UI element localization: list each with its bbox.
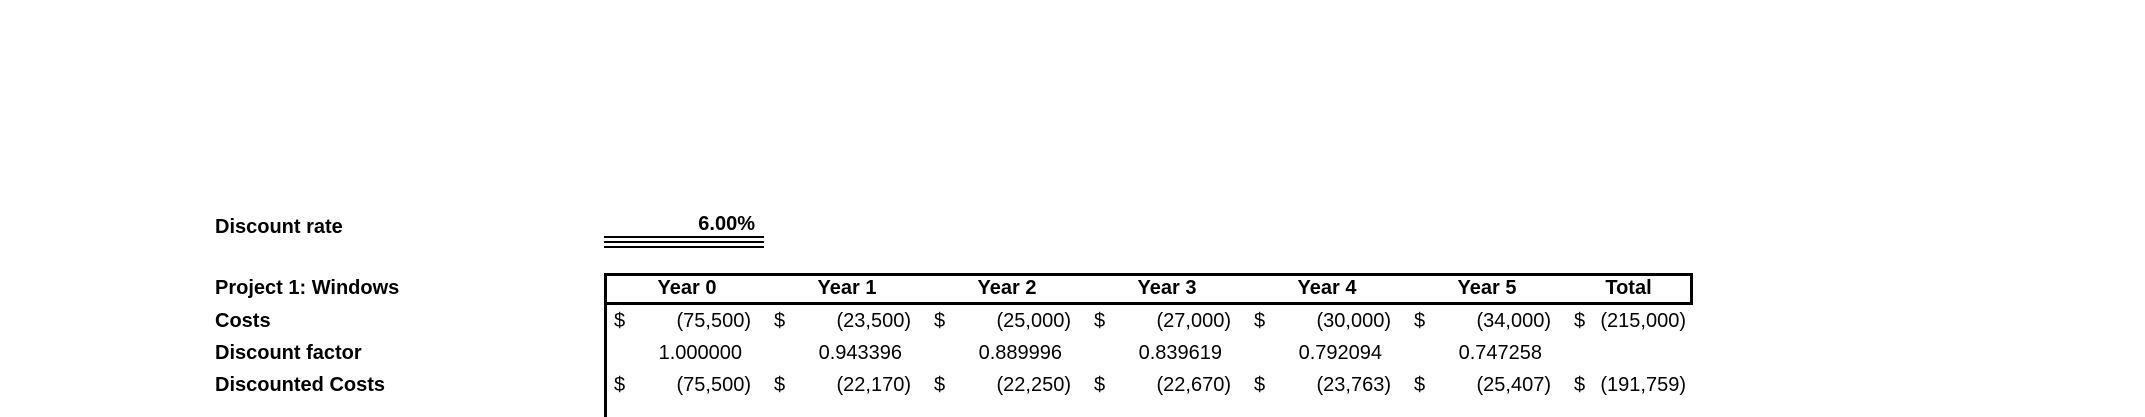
cell-value: 0.889996 bbox=[978, 341, 1062, 364]
cell-costs-year1: $ (23,500) bbox=[767, 305, 927, 337]
header-year-2: Year 2 bbox=[977, 277, 1037, 299]
cell-costs-year2: $ (25,000) bbox=[927, 305, 1087, 337]
currency-symbol: $ bbox=[1414, 373, 1426, 396]
cell-costs-year4: $ (30,000) bbox=[1247, 305, 1407, 337]
table-row-discount-factor: 1.000000 0.943396 0.889996 0.839619 0.79… bbox=[607, 337, 1693, 369]
header-total: Total bbox=[1605, 277, 1652, 299]
currency-symbol: $ bbox=[934, 373, 946, 396]
cell-dcosts-year3: $ (22,670) bbox=[1087, 369, 1247, 401]
cell-value: (23,500) bbox=[836, 309, 912, 332]
discount-rate-value-cell: 6.00% bbox=[604, 213, 764, 238]
cell-dcosts-year2: $ (22,250) bbox=[927, 369, 1087, 401]
cell-costs-total: $ (215,000) bbox=[1567, 305, 1693, 337]
cell-costs-year0: $ (75,500) bbox=[607, 305, 767, 337]
cell-factor-total bbox=[1567, 337, 1693, 369]
cell-value: (22,250) bbox=[996, 373, 1072, 396]
cell-value: (22,170) bbox=[836, 373, 912, 396]
project-title: Project 1: Windows bbox=[215, 277, 400, 299]
row-label-discount-factor: Discount factor bbox=[215, 342, 362, 364]
row-label-costs: Costs bbox=[215, 310, 271, 332]
currency-symbol: $ bbox=[1414, 309, 1426, 332]
table-header-row: Year 0 Year 1 Year 2 Year 3 Year 4 Year … bbox=[604, 273, 1693, 305]
currency-symbol: $ bbox=[1574, 373, 1586, 396]
cell-value: (34,000) bbox=[1476, 309, 1552, 332]
cell-value: 1.000000 bbox=[658, 341, 742, 364]
currency-symbol: $ bbox=[1574, 309, 1586, 332]
currency-symbol: $ bbox=[1094, 373, 1106, 396]
currency-symbol: $ bbox=[934, 309, 946, 332]
discount-rate-value: 6.00% bbox=[698, 213, 755, 235]
cell-value: (25,000) bbox=[996, 309, 1072, 332]
currency-symbol: $ bbox=[1254, 309, 1266, 332]
cell-value: (27,000) bbox=[1156, 309, 1232, 332]
cell-dcosts-year5: $ (25,407) bbox=[1407, 369, 1567, 401]
cell-dcosts-year1: $ (22,170) bbox=[767, 369, 927, 401]
cell-value: 0.747258 bbox=[1458, 341, 1542, 364]
cell-dcosts-year0: $ (75,500) bbox=[607, 369, 767, 401]
currency-symbol: $ bbox=[614, 373, 626, 396]
cell-dcosts-total: $ (191,759) bbox=[1567, 369, 1693, 401]
cell-value: (22,670) bbox=[1156, 373, 1232, 396]
cell-factor-year4: 0.792094 bbox=[1247, 337, 1407, 369]
cell-value: (191,759) bbox=[1600, 373, 1686, 396]
double-accounting-underline bbox=[604, 241, 764, 248]
currency-symbol: $ bbox=[1094, 309, 1106, 332]
header-year-0: Year 0 bbox=[657, 277, 717, 299]
cell-value: 0.943396 bbox=[818, 341, 902, 364]
header-year-4: Year 4 bbox=[1297, 277, 1357, 299]
cell-costs-year3: $ (27,000) bbox=[1087, 305, 1247, 337]
table-row-discounted-costs: $ (75,500) $ (22,170) $ (22,250) $ (22,6… bbox=[607, 369, 1693, 401]
currency-symbol: $ bbox=[774, 309, 786, 332]
cell-costs-year5: $ (34,000) bbox=[1407, 305, 1567, 337]
header-year-3: Year 3 bbox=[1137, 277, 1197, 299]
header-year-1: Year 1 bbox=[817, 277, 877, 299]
cell-value: (25,407) bbox=[1476, 373, 1552, 396]
currency-symbol: $ bbox=[614, 309, 626, 332]
cell-factor-year2: 0.889996 bbox=[927, 337, 1087, 369]
header-year-5: Year 5 bbox=[1457, 277, 1517, 299]
currency-symbol: $ bbox=[1254, 373, 1266, 396]
table-row-costs: $ (75,500) $ (23,500) $ (25,000) $ (27,0… bbox=[607, 305, 1693, 337]
cell-value: (75,500) bbox=[676, 373, 752, 396]
cell-value: (30,000) bbox=[1316, 309, 1392, 332]
row-label-discounted-costs: Discounted Costs bbox=[215, 374, 386, 396]
discount-rate-label: Discount rate bbox=[215, 216, 343, 238]
cell-factor-year0: 1.000000 bbox=[607, 337, 767, 369]
cell-value: 0.792094 bbox=[1298, 341, 1382, 364]
cell-factor-year5: 0.747258 bbox=[1407, 337, 1567, 369]
cell-factor-year1: 0.943396 bbox=[767, 337, 927, 369]
cell-value: (23,763) bbox=[1316, 373, 1392, 396]
cell-value: 0.839619 bbox=[1138, 341, 1222, 364]
currency-symbol: $ bbox=[774, 373, 786, 396]
cell-dcosts-year4: $ (23,763) bbox=[1247, 369, 1407, 401]
cell-value: (75,500) bbox=[676, 309, 752, 332]
cell-value: (215,000) bbox=[1600, 309, 1686, 332]
cell-factor-year3: 0.839619 bbox=[1087, 337, 1247, 369]
table-left-border bbox=[604, 273, 607, 417]
